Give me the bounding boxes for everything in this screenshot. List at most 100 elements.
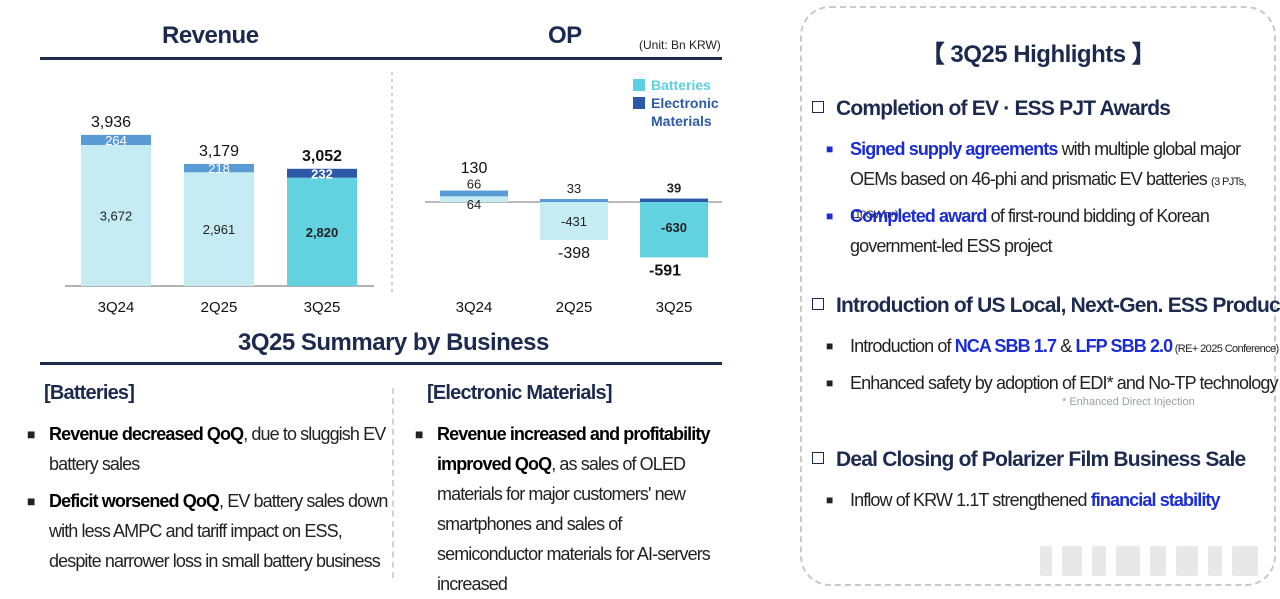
revenue-category-3Q25: 3Q25 (304, 299, 341, 316)
revenue-bar-electronic-2Q25 (184, 163, 254, 173)
highlight-item-2-1-small: (RE+ 2025 Conference) (1172, 343, 1279, 355)
op-category-3Q25: 3Q25 (656, 299, 693, 316)
highlight-heading-2-text: Introduction of US Local, Next-Gen. ESS … (836, 294, 1280, 317)
op-bar-electronic-3Q25 (640, 198, 708, 202)
op-total-2Q25: -398 (558, 245, 590, 262)
revenue-total-3Q25: 3,052 (302, 148, 342, 165)
revenue-total-3Q24: 3,936 (91, 114, 131, 131)
highlight-item-3-1: ■ Inflow of KRW 1.1T strengthened financi… (826, 485, 1276, 515)
electronic-bullet-1: ■ Revenue increased and profitability imp… (415, 419, 727, 599)
bullet-square-icon: ■ (826, 493, 833, 507)
revenue-label-electronic-3Q25: 232 (311, 166, 333, 181)
watermark-blur (1040, 546, 1268, 576)
highlight-item-3-1-pre: Inflow of KRW 1.1T strengthened (850, 490, 1091, 510)
op-bar-electronic-3Q24 (440, 190, 508, 197)
revenue-label-electronic-3Q24: 264 (105, 133, 127, 148)
revenue-bar-batteries-2Q25 (184, 172, 254, 286)
highlight-item-2-1-em2: LFP SBB 2.0 (1075, 336, 1173, 356)
batteries-heading: [Batteries] (44, 382, 135, 404)
highlight-item-1-1-small: (3 PJTs, 110GWh+) (850, 176, 1247, 221)
op-label-electronic-2Q25: 33 (567, 181, 581, 196)
revenue-bar-batteries-3Q25 (287, 177, 357, 286)
top-divider (40, 57, 722, 60)
bullet-square-icon: ■ (415, 426, 423, 442)
highlight-heading-2: Introduction of US Local, Next-Gen. ESS … (812, 294, 1280, 318)
electronic-bullet-1-text: , as sales of OLED materials for major c… (437, 454, 711, 594)
op-bar-batteries-3Q24 (440, 196, 508, 202)
summary-separator (392, 388, 394, 578)
batteries-bullet-1: ■ Revenue decreased QoQ, due to sluggish … (27, 419, 389, 479)
highlight-item-1-2-em: Completed award (850, 206, 987, 226)
highlight-item-1-1-em: Signed supply agreements (850, 139, 1058, 159)
op-label-electronic-3Q25: 39 (667, 181, 681, 196)
legend-item-electronic: Electronic (633, 94, 719, 112)
batteries-bullet-1-bold: Revenue decreased QoQ (49, 424, 244, 444)
op-bar-batteries-3Q25 (640, 202, 708, 258)
electronic-bullet-1-bold: Revenue increased and profitability impr… (437, 424, 710, 474)
revenue-label-batteries-3Q24: 3,672 (100, 208, 133, 223)
legend-label-batteries: Batteries (651, 77, 711, 93)
op-category-3Q24: 3Q24 (456, 299, 493, 316)
highlight-item-1-1: ■ Signed supply agreements with multiple … (826, 134, 1276, 230)
revenue-bar-electronic-3Q24 (81, 134, 151, 145)
op-label-batteries-2Q25: -431 (561, 214, 587, 229)
batteries-bullet-2-bold: Deficit worsened QoQ (49, 491, 220, 511)
revenue-category-2Q25: 2Q25 (201, 299, 238, 316)
highlight-item-2-2-text: Enhanced safety by adoption of EDI* and … (850, 373, 1278, 393)
revenue-category-3Q24: 3Q24 (98, 299, 135, 316)
op-category-2Q25: 2Q25 (556, 299, 593, 316)
highlight-item-3-1-em: financial stability (1090, 490, 1221, 510)
revenue-label-batteries-2Q25: 2,961 (203, 222, 236, 237)
legend-swatch-electronic (633, 97, 645, 109)
highlight-footnote: * Enhanced Direct Injection (1062, 396, 1195, 408)
op-total-3Q25: -591 (649, 262, 681, 279)
revenue-bar-batteries-3Q24 (81, 144, 151, 286)
checkbox-square-icon (812, 452, 824, 464)
revenue-chart-title: Revenue (162, 22, 259, 49)
highlight-item-2-1: ■ Introduction of NCA SBB 1.7 & LFP SBB 2… (826, 331, 1279, 364)
op-total-3Q24: 130 (461, 160, 488, 177)
highlights-panel (800, 6, 1276, 586)
bullet-square-icon: ■ (27, 493, 35, 509)
summary-title: 3Q25 Summary by Business (238, 329, 549, 356)
bullet-square-icon: ■ (826, 339, 833, 353)
op-label-batteries-3Q25: -630 (661, 220, 687, 235)
checkbox-square-icon (812, 101, 824, 113)
highlight-heading-3-text: Deal Closing of Polarizer Film Business … (836, 448, 1246, 471)
revenue-label-electronic-2Q25: 218 (208, 161, 230, 176)
legend-label-electronic-line2-row: Materials (633, 112, 719, 130)
revenue-total-2Q25: 3,179 (199, 143, 239, 160)
legend-label-electronic-line2: Materials (651, 113, 712, 129)
highlight-item-2-1-mid: & (1056, 336, 1076, 356)
op-bar-batteries-2Q25 (540, 202, 608, 240)
batteries-bullet-1-text: , due to sluggish EV battery sales (49, 424, 386, 474)
bullet-square-icon: ■ (826, 376, 833, 390)
legend-item-batteries: Batteries (633, 76, 719, 94)
highlight-item-1-2-text: of first-round bidding of Korean governm… (850, 206, 1210, 256)
highlights-title: 【 3Q25 Highlights 】 (920, 41, 1156, 68)
legend-label-electronic: Electronic (651, 95, 719, 111)
checkbox-square-icon (812, 298, 824, 310)
revenue-label-batteries-3Q25: 2,820 (306, 225, 339, 240)
summary-divider (40, 362, 722, 365)
op-label-electronic-3Q24: 66 (467, 177, 481, 192)
bullet-square-icon: ■ (826, 142, 833, 156)
highlight-item-1-1-text: with multiple global major OEMs based on… (850, 139, 1241, 189)
legend-swatch-batteries (633, 79, 645, 91)
highlight-heading-1: Completion of EV · ESS PJT Awards (812, 97, 1171, 121)
highlight-item-2-1-em1: NCA SBB 1.7 (954, 336, 1057, 356)
electronic-heading: [Electronic Materials] (427, 382, 612, 404)
revenue-bar-electronic-3Q25 (287, 168, 357, 178)
highlight-item-2-2: ■ Enhanced safety by adoption of EDI* and… (826, 368, 1278, 398)
bullet-square-icon: ■ (826, 209, 833, 223)
highlight-heading-3: Deal Closing of Polarizer Film Business … (812, 448, 1246, 472)
batteries-bullet-2: ■ Deficit worsened QoQ, EV battery sales … (27, 486, 389, 576)
unit-label: (Unit: Bn KRW) (639, 38, 721, 52)
batteries-bullet-2-text: , EV battery sales down with less AMPC a… (49, 491, 388, 571)
bullet-square-icon: ■ (27, 426, 35, 442)
op-label-batteries-3Q24: 64 (467, 197, 481, 212)
chart-legend: Batteries Electronic Materials (633, 76, 719, 130)
